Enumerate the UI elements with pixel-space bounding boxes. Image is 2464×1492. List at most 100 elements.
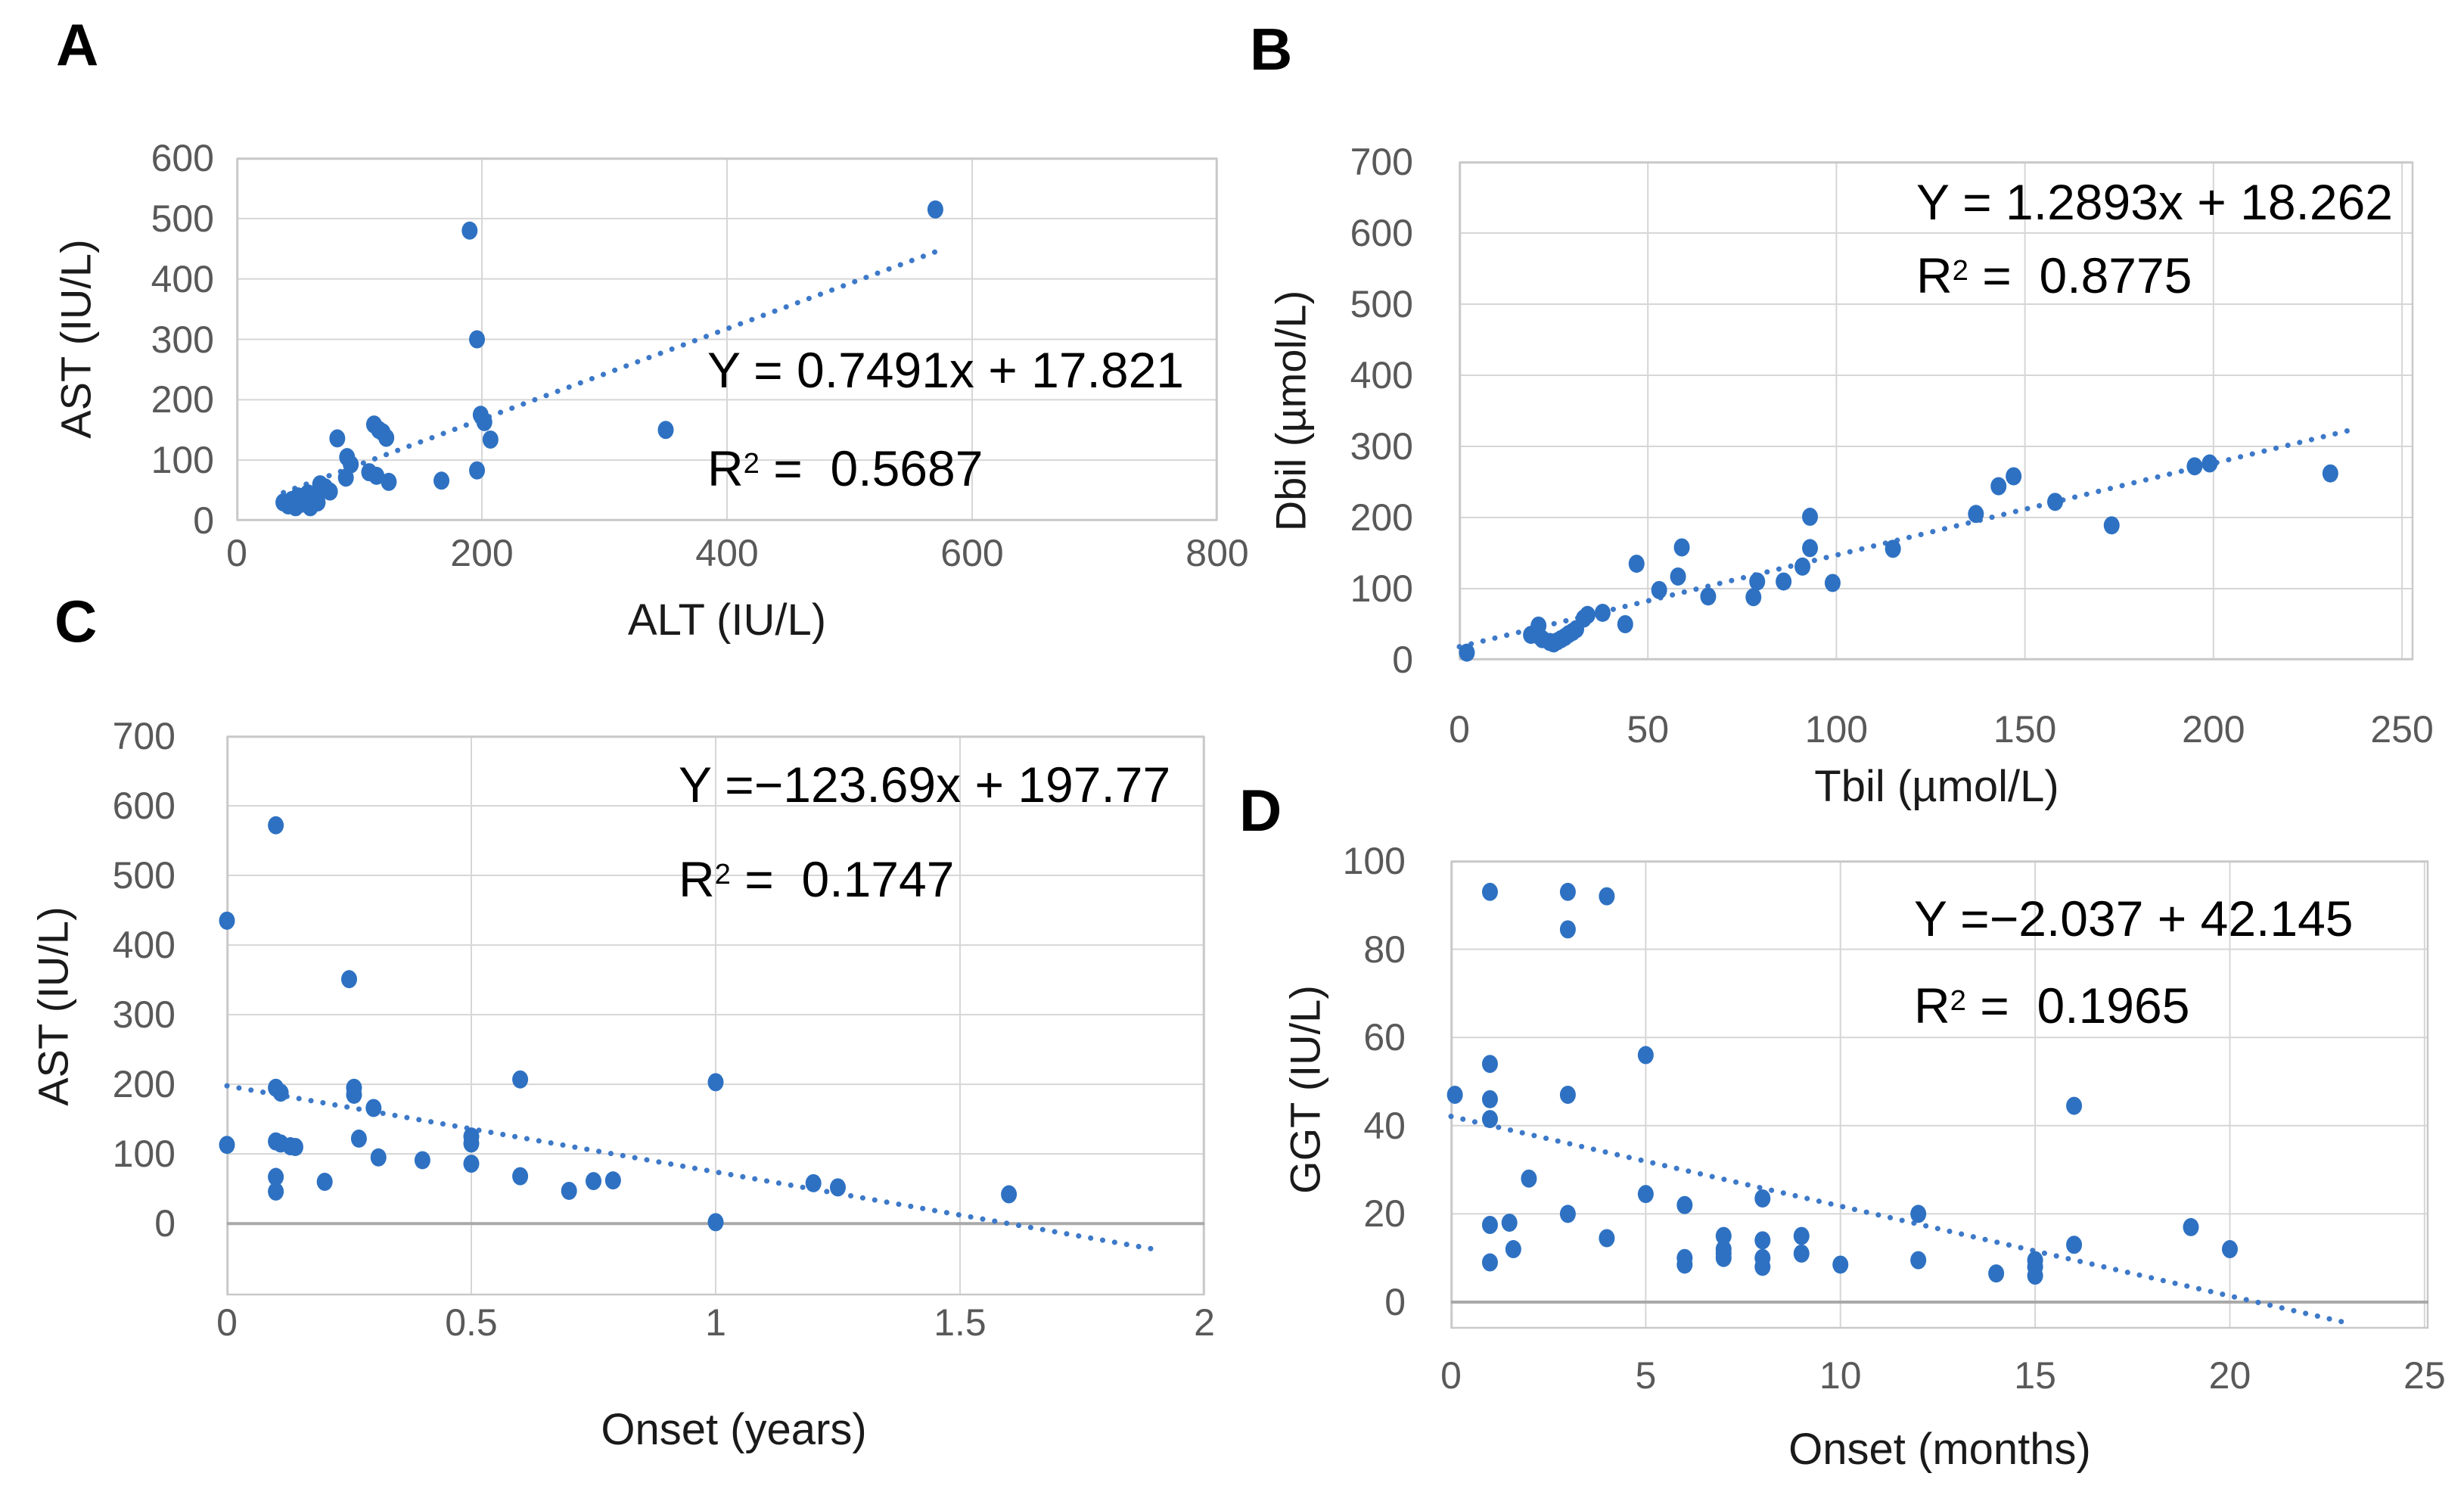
y-tick-label: 500 [1350, 283, 1413, 325]
x-tick-label: 600 [940, 532, 1004, 574]
r-squared-value: 0.8775 [2039, 247, 2192, 303]
data-point [463, 1134, 480, 1153]
y-tick-label: 600 [112, 785, 176, 828]
x-tick-label: 20 [2208, 1354, 2251, 1397]
data-point [414, 1151, 430, 1170]
data-point [1968, 505, 1984, 524]
data-point [2047, 493, 2064, 511]
data-point [1832, 1255, 1849, 1274]
data-point [1481, 882, 1498, 901]
x-tick-label: 0 [1449, 708, 1470, 751]
x-tick-label: 2 [1194, 1301, 1215, 1344]
panel-label: D [1239, 777, 1283, 844]
data-point [512, 1167, 529, 1186]
data-point [1988, 1264, 2005, 1283]
x-tick-label: 800 [1185, 532, 1249, 574]
data-point [370, 1148, 387, 1167]
y-tick-label: 500 [151, 197, 214, 240]
data-point [1670, 567, 1686, 586]
plot-border [1459, 161, 2414, 661]
data-point [707, 1213, 724, 1232]
y-tick-label: 100 [1342, 840, 1406, 882]
data-point [1505, 1240, 1521, 1259]
r-exponent: 2 [1950, 984, 1966, 1017]
data-point [469, 461, 486, 480]
data-point [1745, 588, 1762, 607]
data-point [368, 466, 385, 485]
data-point [433, 471, 450, 490]
data-point [341, 970, 357, 989]
data-point [378, 428, 395, 447]
data-point [365, 1099, 382, 1117]
y-tick-label: 600 [1350, 212, 1413, 254]
y-tick-label: 0 [193, 499, 214, 542]
data-point [1001, 1185, 1018, 1204]
x-tick-label: 10 [1819, 1354, 1862, 1397]
x-tick-label: 0 [216, 1301, 238, 1344]
data-point [272, 1083, 289, 1102]
r-equals: = [1965, 978, 2037, 1034]
y-axis-title: GGT (IU/L) [1281, 985, 1329, 1194]
data-point [2183, 1217, 2199, 1236]
data-point [1459, 643, 1475, 662]
y-tick-label: 0 [1384, 1281, 1406, 1324]
data-point [1559, 920, 1576, 939]
r-exponent: 2 [714, 857, 731, 891]
data-point [1481, 1055, 1498, 1074]
x-tick-label: 0 [1440, 1354, 1462, 1397]
y-tick-label: 40 [1363, 1104, 1406, 1147]
data-point [1885, 539, 1901, 558]
x-axis-title: ALT (IU/L) [627, 595, 827, 645]
equation-value: Y = 0.7491x + 17.821 [707, 342, 1184, 398]
r-equals: = [759, 440, 831, 496]
r-exponent: 2 [1952, 253, 1968, 287]
data-point [1501, 1214, 1518, 1232]
data-point [1754, 1257, 1771, 1276]
data-point [1793, 1226, 1810, 1245]
data-point [1637, 1185, 1654, 1204]
y-tick-label: 600 [151, 137, 214, 179]
data-point [268, 1167, 284, 1186]
x-axis-title: Tbil (µmol/L) [1814, 762, 2059, 811]
y-tick-label: 0 [1392, 639, 1413, 681]
data-point [1802, 539, 1819, 558]
data-point [657, 421, 674, 440]
data-point [1824, 573, 1841, 592]
r-letter: R [707, 440, 744, 496]
data-point [1594, 603, 1611, 622]
x-tick-label: 5 [1635, 1354, 1657, 1397]
data-point [1754, 1231, 1771, 1250]
r-equals: = [1968, 247, 2040, 303]
data-point [1628, 555, 1645, 573]
data-point [1700, 587, 1717, 606]
data-point [1559, 1204, 1576, 1223]
r-exponent: 2 [743, 446, 760, 480]
y-tick-label: 300 [1350, 425, 1413, 468]
y-tick-label: 60 [1363, 1016, 1406, 1059]
r-squared-value: 0.5687 [830, 440, 983, 496]
y-tick-label: 500 [112, 854, 176, 897]
data-point [1446, 1086, 1463, 1104]
y-tick-label: 200 [151, 378, 214, 421]
data-point [561, 1181, 577, 1200]
data-point [2322, 464, 2338, 483]
data-point [268, 816, 284, 835]
y-tick-label: 80 [1363, 928, 1406, 971]
y-axis-title: AST (IU/L) [29, 906, 77, 1106]
data-point [1754, 1189, 1771, 1208]
y-tick-label: 700 [1350, 141, 1413, 183]
data-point [805, 1173, 822, 1192]
data-point [1676, 1255, 1693, 1274]
data-point [1673, 538, 1690, 557]
data-point [461, 221, 478, 240]
data-point [1617, 615, 1633, 633]
equation-text: Y =−123.69x + 197.77 [679, 758, 1170, 811]
data-point [1749, 572, 1766, 591]
x-tick-label: 200 [2182, 708, 2245, 751]
data-point [1559, 882, 1576, 901]
data-point [2221, 1240, 2238, 1259]
x-tick-label: 25 [2403, 1354, 2446, 1397]
equation-value: Y =−2.037 + 42.145 [1914, 891, 2354, 946]
data-point [316, 1172, 333, 1191]
